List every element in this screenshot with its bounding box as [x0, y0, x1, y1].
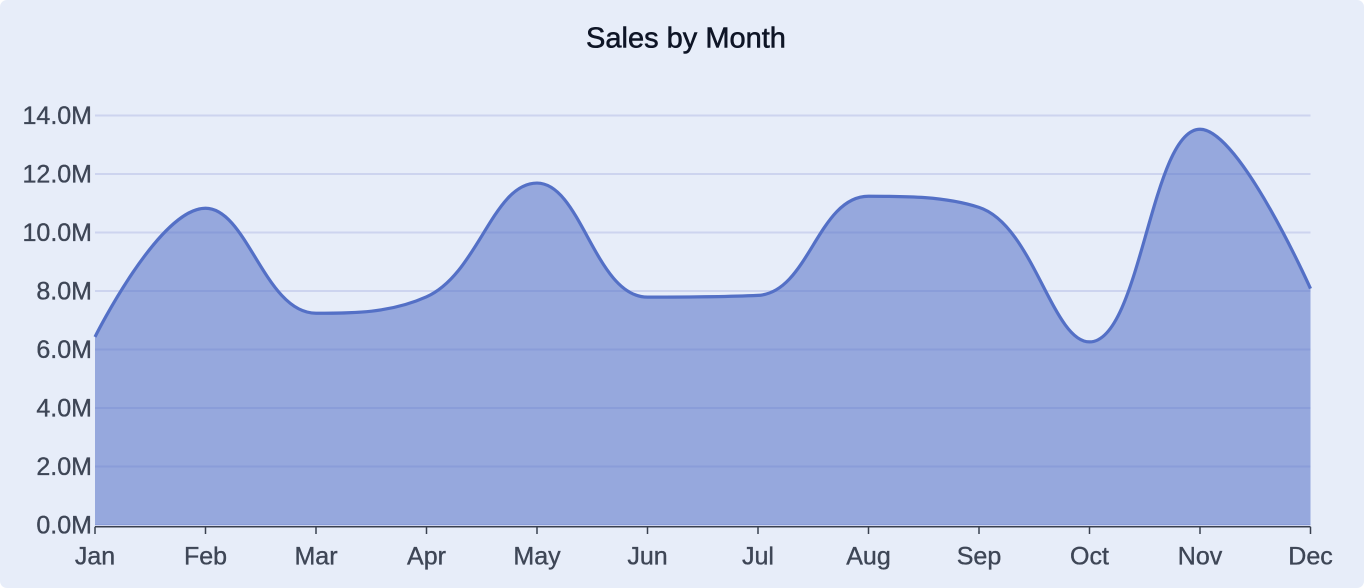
svg-text:0.0M: 0.0M [36, 512, 92, 540]
svg-text:10.0M: 10.0M [23, 219, 92, 247]
svg-text:Jan: Jan [75, 542, 115, 570]
svg-text:Mar: Mar [294, 542, 337, 570]
svg-text:Nov: Nov [1178, 542, 1223, 570]
svg-text:14.0M: 14.0M [23, 102, 92, 130]
svg-text:8.0M: 8.0M [36, 278, 92, 306]
svg-text:Sep: Sep [957, 542, 1001, 570]
svg-text:2.0M: 2.0M [36, 453, 92, 481]
svg-text:4.0M: 4.0M [36, 395, 92, 423]
svg-text:Feb: Feb [184, 542, 227, 570]
svg-text:Jul: Jul [742, 542, 774, 570]
svg-text:12.0M: 12.0M [23, 161, 92, 189]
svg-text:Oct: Oct [1070, 542, 1109, 570]
svg-text:Sales by Month: Sales by Month [586, 23, 786, 55]
svg-text:Jun: Jun [627, 542, 667, 570]
svg-text:6.0M: 6.0M [36, 336, 92, 364]
svg-text:May: May [513, 542, 561, 570]
svg-text:Apr: Apr [407, 542, 446, 570]
svg-text:Dec: Dec [1288, 542, 1332, 570]
svg-text:Aug: Aug [846, 542, 890, 570]
